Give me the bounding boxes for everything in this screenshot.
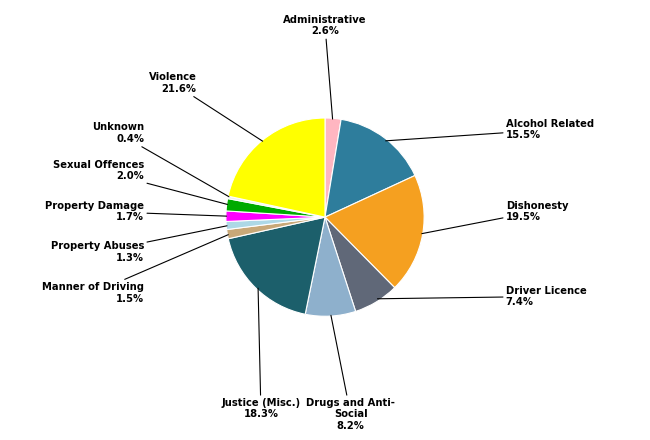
Text: Administrative
2.6%: Administrative 2.6% xyxy=(283,15,367,119)
Text: Property Abuses
1.3%: Property Abuses 1.3% xyxy=(51,226,227,263)
Text: Drugs and Anti-
Social
8.2%: Drugs and Anti- Social 8.2% xyxy=(306,315,395,431)
Wedge shape xyxy=(227,217,325,239)
Text: Dishonesty
19.5%: Dishonesty 19.5% xyxy=(422,201,568,234)
Wedge shape xyxy=(228,118,325,217)
Text: Violence
21.6%: Violence 21.6% xyxy=(149,72,263,141)
Wedge shape xyxy=(325,119,415,217)
Wedge shape xyxy=(325,118,341,217)
Wedge shape xyxy=(226,217,325,230)
Text: Driver Licence
7.4%: Driver Licence 7.4% xyxy=(378,286,586,307)
Wedge shape xyxy=(227,196,325,217)
Text: Manner of Driving
1.5%: Manner of Driving 1.5% xyxy=(42,235,228,304)
Text: Sexual Offences
2.0%: Sexual Offences 2.0% xyxy=(53,160,227,205)
Wedge shape xyxy=(226,198,325,217)
Text: Unknown
0.4%: Unknown 0.4% xyxy=(92,122,229,197)
Text: Alcohol Related
15.5%: Alcohol Related 15.5% xyxy=(385,119,594,141)
Wedge shape xyxy=(306,217,356,316)
Text: Property Damage
1.7%: Property Damage 1.7% xyxy=(46,201,227,222)
Wedge shape xyxy=(325,217,395,312)
Wedge shape xyxy=(226,211,325,221)
Text: Justice (Misc.)
18.3%: Justice (Misc.) 18.3% xyxy=(221,288,300,419)
Wedge shape xyxy=(325,176,424,288)
Wedge shape xyxy=(228,217,325,314)
